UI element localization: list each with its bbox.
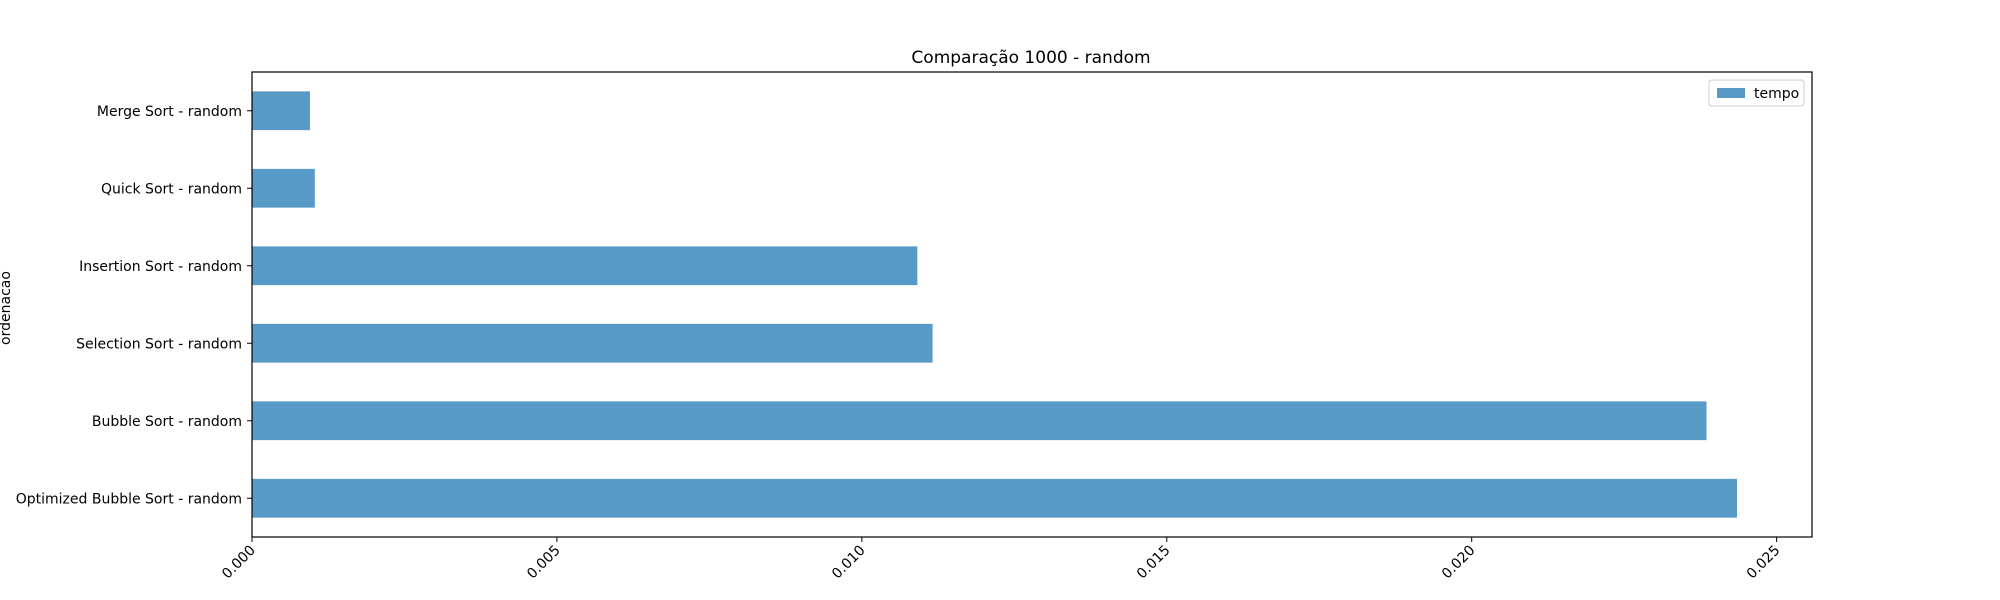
chart-title: Comparação 1000 - random (911, 48, 1150, 68)
x-tick-label-5: 0.025 (1744, 543, 1784, 583)
bars-group (252, 91, 1737, 518)
x-tick-label-0: 0.000 (219, 543, 259, 583)
x-tick-label-2: 0.010 (829, 543, 869, 583)
y-tick-label-3: Selection Sort - random (76, 336, 242, 352)
legend-swatch-tempo (1717, 88, 1745, 98)
plot-area-frame (251, 71, 1813, 538)
y-axis-label: ordenacao (0, 271, 14, 345)
x-tick-label-4: 0.020 (1439, 543, 1479, 583)
y-tick-label-1: Quick Sort - random (101, 181, 242, 197)
bar-3 (252, 323, 933, 363)
y-tick-label-2: Insertion Sort - random (79, 259, 242, 275)
y-axis-ticks: Merge Sort - random Quick Sort - random In… (16, 104, 252, 507)
bar-2 (252, 246, 918, 286)
y-tick-label-4: Bubble Sort - random (92, 414, 242, 430)
y-tick-label-0: Merge Sort - random (97, 104, 242, 120)
legend-box (1708, 79, 1805, 107)
bar-0 (252, 91, 310, 131)
y-tick-label-5: Optimized Bubble Sort - random (16, 491, 242, 507)
bar-4 (252, 401, 1707, 441)
legend: tempo (1708, 79, 1805, 107)
bar-1 (252, 168, 315, 208)
x-axis-ticks: 0.000 0.005 0.010 0.015 0.020 0.025 (219, 537, 1783, 582)
x-tick-label-1: 0.005 (524, 543, 564, 583)
x-tick-label-3: 0.015 (1134, 543, 1174, 583)
bar-5 (252, 478, 1737, 518)
legend-label-tempo: tempo (1754, 86, 1799, 102)
